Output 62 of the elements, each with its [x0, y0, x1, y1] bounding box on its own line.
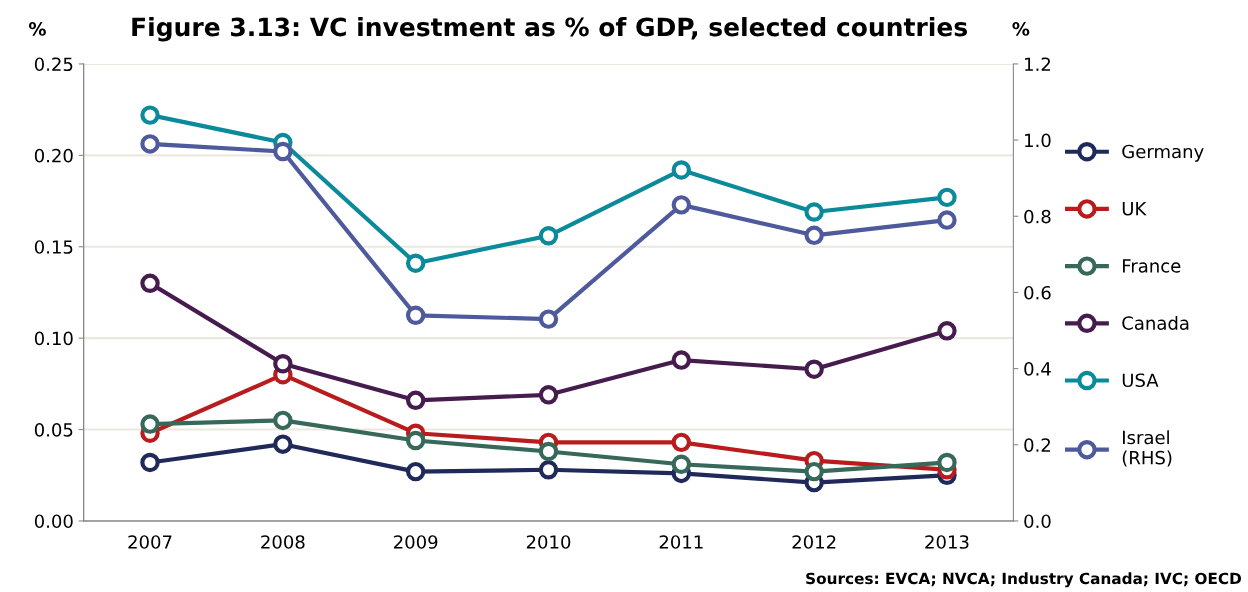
y2-tick-label: 1.2 — [1025, 57, 1050, 71]
legend-label: UK — [1122, 202, 1147, 216]
point — [405, 305, 426, 326]
point — [937, 321, 957, 341]
x-tick-label: 2007 — [128, 535, 172, 549]
y-axis-title: % — [28, 22, 46, 36]
point — [140, 105, 160, 125]
chart-title: Figure 3.13: VC investment as % of GDP, selected countries — [132, 17, 968, 42]
x-tick-label: 2008 — [261, 535, 305, 549]
point — [937, 210, 957, 230]
point — [140, 273, 160, 294]
y-tick-label: 0.25 — [34, 57, 73, 72]
point — [273, 354, 293, 374]
y-tick-label: 0.10 — [34, 331, 73, 346]
x-tick-label: 2012 — [792, 535, 836, 549]
point — [140, 452, 160, 473]
point — [405, 253, 426, 273]
x-tick-label: 2009 — [394, 535, 438, 549]
y2-tick-label: 0.4 — [1024, 362, 1051, 376]
point — [405, 430, 426, 451]
legend-label: France — [1123, 259, 1181, 273]
y-tick-label: 0.05 — [34, 423, 73, 437]
point — [671, 350, 692, 370]
point — [671, 195, 692, 215]
x-tick-label: 2011 — [659, 535, 703, 549]
point — [804, 359, 824, 379]
legend-label: Canada — [1122, 315, 1189, 330]
point — [671, 432, 692, 453]
point — [140, 134, 160, 154]
point — [937, 452, 957, 473]
legend-label: Israel (RHS) — [1122, 430, 1172, 467]
legend-label: Germany — [1122, 144, 1204, 162]
point — [804, 225, 824, 246]
y2-tick-label: 0.6 — [1024, 285, 1051, 300]
y2-tick-label: 0.8 — [1024, 209, 1051, 224]
point — [671, 454, 692, 475]
point — [538, 441, 559, 462]
point — [804, 202, 824, 222]
point — [538, 385, 559, 405]
point — [937, 187, 957, 208]
x-tick-label: 2013 — [925, 535, 969, 549]
point — [804, 461, 824, 482]
y2-axis-title: % — [1012, 22, 1030, 36]
point — [538, 309, 559, 329]
legend-label: USA — [1122, 373, 1159, 388]
y-tick-label: 0.15 — [34, 240, 73, 254]
point — [538, 460, 559, 480]
y2-tick-label: 0.0 — [1024, 514, 1051, 529]
point — [671, 160, 692, 180]
point — [140, 414, 160, 434]
y-tick-label: 0.00 — [34, 514, 73, 529]
y-tick-label: 0.20 — [34, 148, 73, 163]
x-tick-label: 2010 — [526, 535, 571, 549]
point — [273, 410, 293, 431]
y2-tick-label: 1.0 — [1025, 133, 1051, 148]
point — [405, 461, 426, 482]
source-note: Sources: EVCA; NVCA; Industry Canada; IVC; OECD — [806, 572, 1241, 588]
y2-tick-label: 0.2 — [1024, 438, 1050, 452]
point — [273, 434, 293, 454]
point — [273, 141, 293, 162]
point — [538, 226, 559, 246]
point — [405, 390, 426, 411]
